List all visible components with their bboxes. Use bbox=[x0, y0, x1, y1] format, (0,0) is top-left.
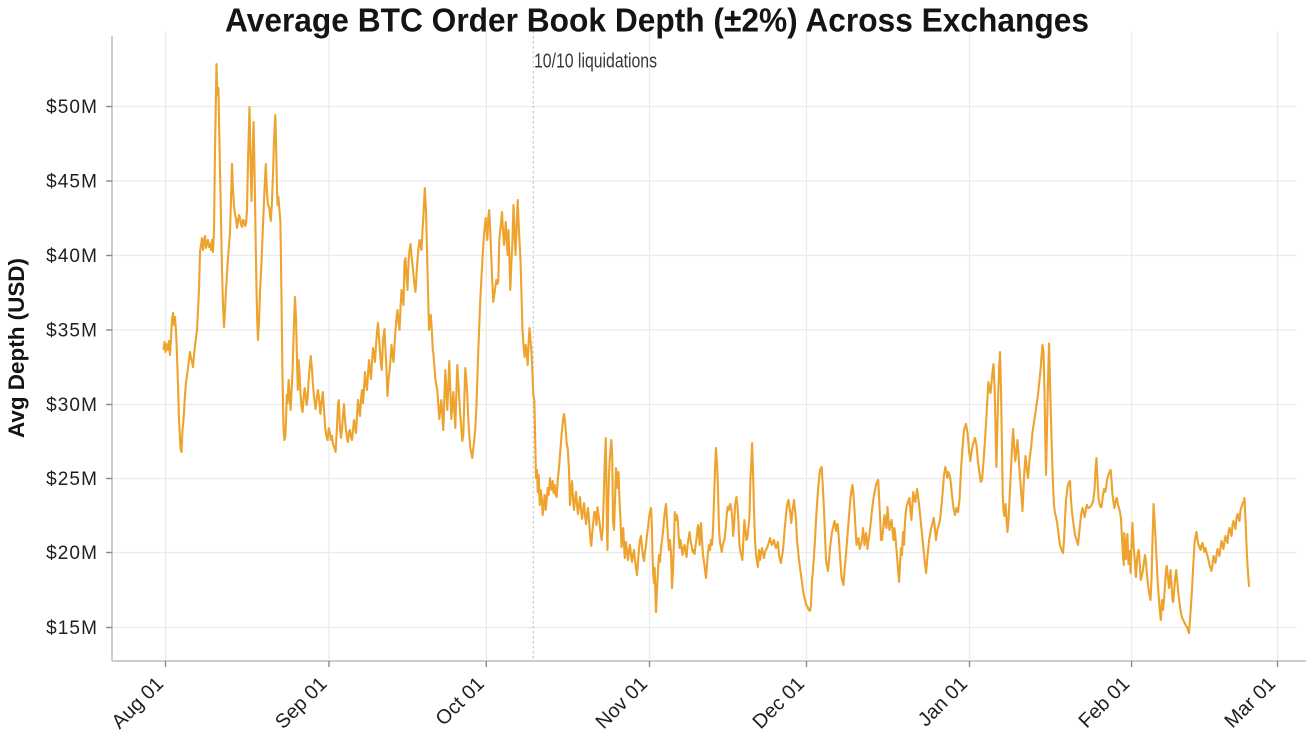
svg-text:Avg Depth (USD): Avg Depth (USD) bbox=[4, 258, 29, 438]
svg-text:Average BTC Order Book Depth (: Average BTC Order Book Depth (±2%) Acros… bbox=[225, 3, 1089, 40]
svg-text:$40M: $40M bbox=[46, 246, 98, 267]
svg-text:$45M: $45M bbox=[46, 172, 98, 193]
svg-text:10/10 liquidations: 10/10 liquidations bbox=[534, 51, 657, 73]
svg-text:$15M: $15M bbox=[46, 618, 98, 639]
svg-text:$35M: $35M bbox=[46, 321, 98, 342]
svg-text:$30M: $30M bbox=[46, 395, 98, 416]
svg-text:$50M: $50M bbox=[46, 97, 98, 118]
svg-text:$20M: $20M bbox=[46, 543, 98, 564]
svg-text:$25M: $25M bbox=[46, 469, 98, 490]
